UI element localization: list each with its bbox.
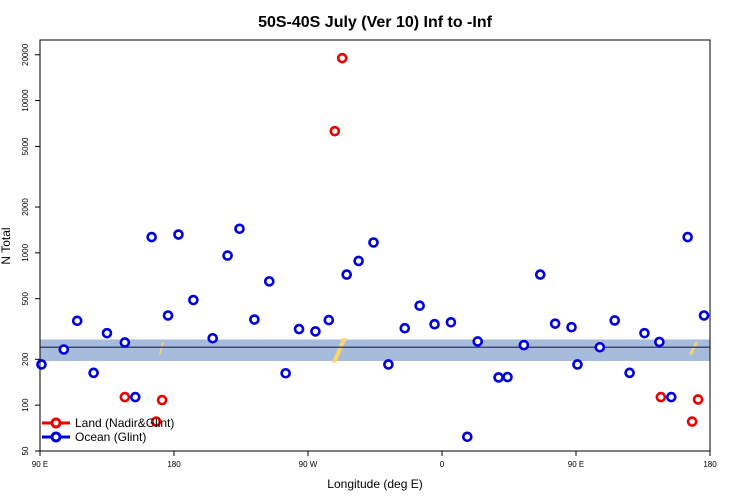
ocean-point [654,336,665,348]
y-tick-label: 1000 [21,243,30,261]
y-tick-label: 50 [21,446,30,455]
land-highlight [159,341,164,355]
ocean-point [249,314,260,325]
ocean-point [572,359,583,370]
ocean-point [323,314,335,326]
ocean-point [280,367,291,379]
x-axis: 90 E 180 90 W 0 90 E 180 [32,451,717,469]
ocean-point [207,332,219,344]
ocean-point [263,276,275,287]
x-tick-label: 90 W [299,460,318,469]
y-tick-label: 20000 [21,43,30,66]
ocean-point [594,341,606,353]
ocean-point [566,321,577,333]
ocean-point [493,372,504,383]
ocean-point [462,431,473,443]
ocean-point [383,359,394,370]
ocean-point [58,344,70,355]
ocean-point [341,269,353,280]
ocean-point [222,250,233,261]
y-tick-label: 5000 [21,137,30,155]
legend: Land (Nadir&Glint) Ocean (Glint) [42,416,174,444]
ocean-point [534,269,546,280]
y-tick-label: 2000 [21,198,30,216]
land-point [150,416,162,427]
ocean-point [71,315,83,327]
ocean-point [472,336,484,347]
ocean-point [665,391,677,403]
ocean-point [624,367,635,379]
y-tick-label: 200 [21,352,30,366]
land-point [119,391,131,403]
ocean-point [368,237,379,248]
ocean-point [698,310,710,321]
ocean-point [399,322,411,334]
plot-area [36,52,710,443]
y-tick-label: 500 [21,292,30,306]
x-tick-label: 180 [703,460,717,469]
y-axis: 50 100 200 500 1000 2000 5000 10000 20000 [21,43,40,455]
ocean-point [162,310,174,321]
x-tick-label: 90 E [32,460,48,469]
reference-band [40,339,710,361]
ocean-point [518,339,530,351]
ocean-point [129,391,141,403]
land-point [655,391,667,403]
land-highlight [689,341,699,355]
ocean-point [445,317,457,328]
land-point [329,125,341,137]
ocean-point [36,359,47,370]
land-point [686,416,698,427]
ocean-point [310,326,321,337]
ocean-point [146,231,157,243]
ocean-point [414,300,425,311]
x-tick-label: 90 E [568,460,584,469]
ocean-point [502,371,513,383]
land-point [336,52,348,64]
y-axis-label: N Total [0,227,13,264]
plot-frame [39,39,711,452]
ocean-point [88,367,99,379]
legend-ocean-label: Ocean (Glint) [75,430,146,444]
ocean-point [173,229,184,240]
legend-land-marker [50,417,62,429]
ocean-point [188,294,199,306]
legend-land-label: Land (Nadir&Glint) [75,416,174,430]
ocean-point [682,231,693,243]
chart-title: 50S-40S July (Ver 10) Inf to -Inf [258,14,493,31]
ocean-point [353,255,364,267]
ocean-point [549,318,561,329]
land-point [156,394,168,406]
ocean-point [119,337,131,348]
land-point [692,394,704,405]
x-axis-label: Longitude (deg E) [327,477,422,491]
ocean-point [639,327,650,339]
y-tick-label: 10000 [21,89,30,112]
ocean-point [234,223,245,235]
x-tick-label: 0 [440,460,445,469]
ocean-point [293,323,305,335]
legend-ocean-marker [50,431,62,443]
ocean-point [101,327,113,339]
ocean-point [609,315,621,326]
ocean-point [429,318,440,330]
y-tick-label: 100 [21,398,30,412]
land-highlight [331,338,347,363]
x-tick-label: 180 [167,460,181,469]
